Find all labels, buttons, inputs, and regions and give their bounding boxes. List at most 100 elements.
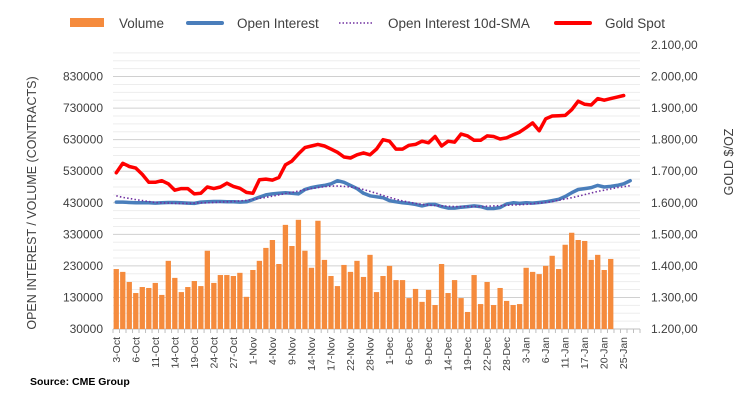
legend-swatch-volume: [70, 18, 104, 27]
volume-bars: [113, 219, 614, 329]
volume-bar: [237, 272, 243, 329]
volume-bar: [451, 280, 458, 329]
y-tick-label-left: 630000: [63, 133, 103, 147]
volume-bar: [556, 269, 562, 329]
volume-bar: [490, 305, 497, 329]
volume-bar: [380, 275, 386, 329]
volume-bar: [211, 282, 217, 329]
volume-bar: [536, 274, 542, 329]
y-tick-label-right: 1.600,00: [651, 196, 698, 210]
volume-bar: [243, 296, 250, 329]
volume-bar: [341, 264, 347, 329]
volume-bar: [256, 260, 263, 329]
x-tick-label: 25-Jan: [618, 337, 630, 369]
y-tick-label-left: 530000: [63, 164, 103, 178]
y-tick-label-right: 1.400,00: [651, 259, 698, 273]
volume-bar: [477, 304, 484, 329]
y-axis-right-title: GOLD $/OZ: [722, 128, 736, 195]
volume-bar: [250, 269, 256, 329]
legend-label-sma: Open Interest 10d-SMA: [388, 16, 530, 31]
volume-bar: [198, 286, 204, 329]
volume-bar: [601, 269, 607, 329]
x-tick-label: 1-Dec: [384, 337, 396, 365]
gold-spot-line: [114, 93, 626, 196]
x-tick-label: 22-Dec: [482, 337, 494, 371]
volume-bar: [347, 271, 354, 329]
y-axis-left-title: OPEN INTEREST / VOLUME (CONTRACTS): [25, 76, 39, 329]
volume-bar: [360, 276, 367, 329]
y-tick-label-left: 30000: [70, 322, 104, 336]
volume-bar: [569, 232, 575, 329]
x-tick-label: 17-Jan: [579, 337, 591, 369]
volume-bar: [445, 293, 451, 329]
x-tick-label: 24-Oct: [208, 337, 220, 369]
volume-bar: [386, 265, 393, 329]
volume-bar: [289, 246, 295, 329]
volume-bar: [419, 301, 425, 329]
y-tick-label-right: 1.200,00: [651, 322, 698, 336]
y-tick-label-left: 430000: [63, 196, 103, 210]
volume-bar: [529, 271, 536, 329]
volume-bar: [595, 254, 601, 329]
volume-bar: [139, 287, 145, 329]
volume-bar: [373, 292, 380, 329]
volume-bar: [543, 265, 549, 329]
x-tick-label: 11-Oct: [150, 337, 162, 368]
volume-bar: [328, 275, 334, 329]
volume-bar: [295, 219, 302, 329]
volume-bar: [406, 298, 412, 329]
volume-bar: [230, 275, 237, 329]
x-tick-label: 19-Oct: [189, 337, 201, 369]
volume-bar: [425, 289, 432, 329]
volume-bar: [178, 292, 184, 329]
volume-bar: [367, 254, 373, 329]
x-tick-label: 9-Dec: [423, 337, 435, 365]
volume-bar: [575, 240, 581, 329]
volume-bar: [497, 287, 503, 329]
y-tick-label-left: 830000: [63, 70, 103, 84]
volume-bar: [432, 305, 438, 329]
volume-bar: [146, 287, 152, 329]
legend-label-gold: Gold Spot: [605, 16, 665, 31]
volume-bar: [217, 275, 224, 329]
legend: Volume Open Interest Open Interest 10d-S…: [70, 16, 665, 31]
x-tick-label: 6-Oct: [130, 337, 142, 363]
volume-bar: [523, 267, 529, 329]
x-tick-label: 17-Nov: [326, 336, 338, 371]
x-tick-label: 4-Nov: [267, 336, 279, 365]
volume-bar: [159, 294, 165, 329]
x-tick-label: 11-Jan: [560, 337, 572, 368]
x-tick-label: 20-Jan: [599, 337, 611, 369]
x-tick-label: 1-Nov: [247, 336, 259, 365]
x-tick-label: 14-Nov: [306, 336, 318, 371]
volume-bar: [152, 282, 158, 329]
volume-bar: [582, 240, 588, 329]
volume-bar: [471, 275, 477, 329]
volume-bar: [516, 304, 523, 329]
line-series: [114, 93, 632, 211]
volume-bar: [172, 277, 178, 329]
legend-label-volume: Volume: [119, 16, 164, 31]
volume-bar: [126, 281, 132, 329]
volume-bar: [308, 267, 315, 329]
y-tick-label-right: 1.900,00: [651, 101, 698, 115]
volume-bar: [399, 280, 406, 329]
y-tick-label-left: 230000: [63, 259, 103, 273]
volume-bar: [204, 250, 210, 329]
volume-bar: [549, 255, 555, 329]
legend-label-open-interest: Open Interest: [237, 16, 319, 31]
volume-bar: [321, 259, 328, 329]
volume-bar: [315, 220, 321, 329]
y-tick-label-left: 330000: [63, 227, 103, 241]
x-tick-label: 3-Jan: [521, 337, 533, 363]
volume-bar: [438, 263, 445, 329]
y-tick-label-right: 1.500,00: [651, 227, 698, 241]
y-tick-label-right: 2.000,00: [651, 70, 698, 84]
volume-bar: [458, 298, 464, 329]
volume-bar: [393, 280, 399, 329]
volume-bar: [282, 224, 289, 329]
volume-bar: [302, 250, 308, 329]
open-interest-sma-line: [116, 184, 631, 208]
x-tick-label: 19-Dec: [462, 337, 474, 371]
